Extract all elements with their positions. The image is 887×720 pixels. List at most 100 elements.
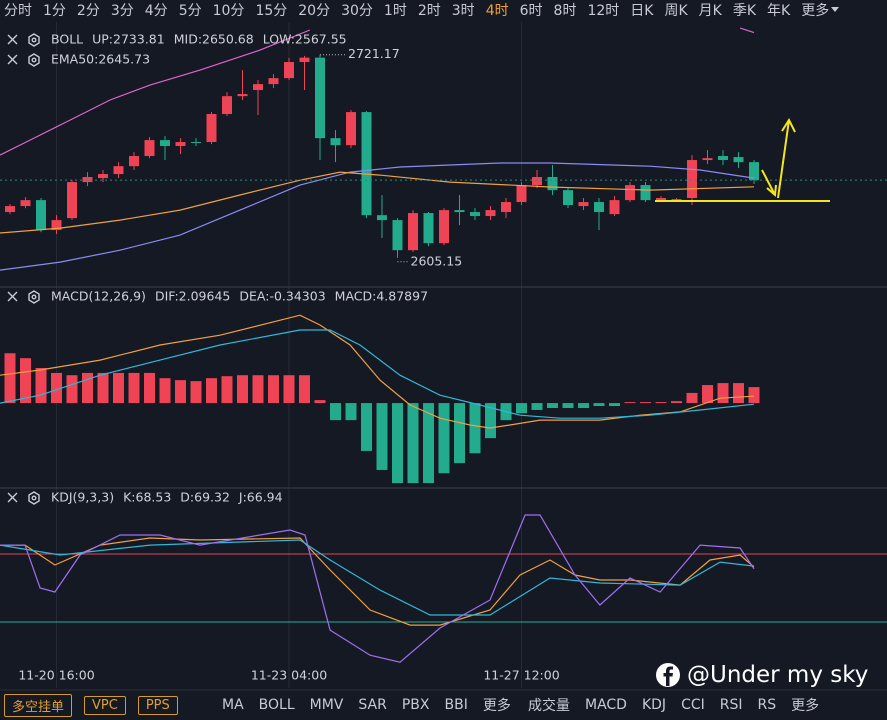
candle-body xyxy=(718,156,729,161)
candle-body xyxy=(423,213,434,244)
legend-entry: DEA:-0.34303 xyxy=(239,289,325,304)
macd-bar xyxy=(423,403,435,484)
indicator-tab[interactable]: CCI xyxy=(681,697,705,713)
candle-body xyxy=(439,210,450,244)
candle-body xyxy=(284,62,295,79)
indicator-tab[interactable]: MACD xyxy=(585,697,627,713)
macd-bar xyxy=(748,387,760,404)
settings-icon-dot xyxy=(31,495,37,501)
indicator-tab[interactable]: 更多 xyxy=(482,698,511,714)
period-tab[interactable]: 年K xyxy=(767,3,791,19)
period-tab[interactable]: 分时 xyxy=(4,3,32,19)
period-tab[interactable]: 3分 xyxy=(110,3,134,19)
macd-bar xyxy=(268,375,280,404)
candle-body xyxy=(159,140,170,147)
period-tab[interactable]: 2时 xyxy=(417,3,441,19)
macd-bar xyxy=(206,378,218,404)
macd-bar xyxy=(686,392,698,404)
settings-icon-dot xyxy=(31,37,37,43)
macd-bar xyxy=(345,403,357,421)
macd-bar xyxy=(407,403,419,484)
macd-bar xyxy=(283,375,295,404)
order-buttons: 多空挂单 VPC PPS xyxy=(4,692,178,718)
period-tab[interactable]: 8时 xyxy=(553,3,577,19)
order-button[interactable]: PPS xyxy=(137,695,178,715)
indicator-tab[interactable]: BOLL xyxy=(258,697,295,713)
close-icon[interactable] xyxy=(7,492,18,503)
period-tab[interactable]: 12时 xyxy=(587,3,620,19)
candle-body xyxy=(175,142,186,147)
indicator-tab[interactable]: KDJ xyxy=(641,697,667,713)
indicator-line xyxy=(0,171,755,234)
legend-entry: UP:2733.81 xyxy=(92,32,165,47)
candle-body xyxy=(51,220,62,231)
candle-body xyxy=(392,220,403,251)
close-icon[interactable] xyxy=(7,54,18,65)
period-tab[interactable]: 6时 xyxy=(519,3,543,19)
indicator-tab[interactable]: RSI xyxy=(719,697,743,713)
macd-bar xyxy=(175,380,187,404)
indicator-tab[interactable]: 更多 xyxy=(791,698,820,714)
period-tab[interactable]: 日K xyxy=(630,3,654,19)
settings-icon[interactable] xyxy=(28,290,40,304)
macd-bar xyxy=(81,372,93,404)
period-tab[interactable]: 3时 xyxy=(451,3,475,19)
indicator-line xyxy=(0,329,755,419)
settings-icon[interactable] xyxy=(28,33,40,47)
close-icon[interactable] xyxy=(7,34,18,45)
candle-body xyxy=(578,202,589,207)
indicator-tab[interactable]: MMV xyxy=(309,697,344,713)
period-tab[interactable]: 1时 xyxy=(383,3,407,19)
candle-body xyxy=(4,206,15,213)
period-tab[interactable]: 月K xyxy=(698,3,722,19)
dropdown-icon xyxy=(831,7,840,12)
macd-bar xyxy=(609,403,621,407)
period-tab[interactable]: 周K xyxy=(664,3,688,19)
period-tab[interactable]: 20分 xyxy=(298,3,331,19)
period-tab[interactable]: 更多 xyxy=(801,3,830,19)
legend-entry: MACD:4.87897 xyxy=(335,289,428,304)
order-button[interactable]: VPC xyxy=(84,695,126,715)
period-tab[interactable]: 1分 xyxy=(43,3,66,19)
period-tab[interactable]: 5分 xyxy=(178,3,202,19)
macd-bar xyxy=(485,403,497,439)
indicator-line xyxy=(0,514,755,663)
macd-bar xyxy=(35,368,47,404)
settings-icon[interactable] xyxy=(28,53,40,67)
indicator-tab[interactable]: PBX xyxy=(401,697,430,713)
legend-entry: BOLL xyxy=(51,32,83,47)
order-button[interactable]: 多空挂单 xyxy=(4,693,73,717)
candle-body xyxy=(640,185,651,201)
candle-body xyxy=(625,185,636,201)
indicator-tab[interactable]: RS xyxy=(757,697,777,713)
candle-body xyxy=(377,215,388,221)
indicator-tab[interactable]: SAR xyxy=(358,697,387,713)
macd-bar xyxy=(733,383,745,404)
macd-bar xyxy=(454,403,466,464)
settings-icon[interactable] xyxy=(28,491,40,505)
macd-bar xyxy=(314,400,326,404)
drawing-annotation xyxy=(655,117,830,202)
candle-body xyxy=(222,96,233,115)
panel-icons xyxy=(7,33,40,505)
indicator-tab[interactable]: MA xyxy=(222,697,244,713)
period-tab[interactable]: 10分 xyxy=(212,3,245,19)
period-tab[interactable]: 4时 xyxy=(485,3,509,19)
macd-bar xyxy=(252,375,264,404)
legend-entry: K:68.53 xyxy=(123,490,171,505)
marks: 11-20 16:00 11-23 04:00 11-27 12:00 2721.17… xyxy=(0,27,887,683)
macd-bar xyxy=(376,403,388,470)
indicator-tab[interactable]: 成交量 xyxy=(528,698,570,714)
period-tab[interactable]: 15分 xyxy=(255,3,288,19)
indicator-tab[interactable]: BBI xyxy=(444,697,468,713)
legend-entry: D:69.32 xyxy=(180,490,230,505)
period-tab[interactable]: 2分 xyxy=(76,3,100,19)
period-tab[interactable]: 30分 xyxy=(341,3,373,19)
period-tab[interactable]: 季K xyxy=(732,3,757,19)
candle-body xyxy=(128,156,139,167)
close-icon[interactable] xyxy=(7,291,18,302)
candle-body xyxy=(35,200,46,231)
period-tab[interactable]: 4分 xyxy=(144,3,168,19)
macd-bar xyxy=(392,403,404,484)
